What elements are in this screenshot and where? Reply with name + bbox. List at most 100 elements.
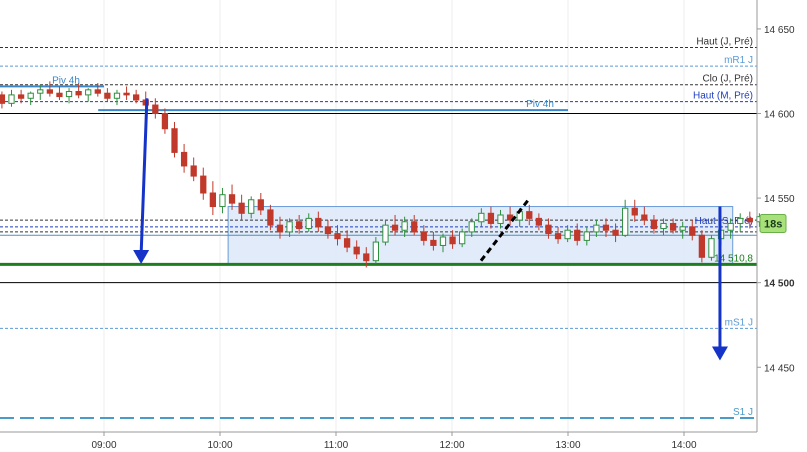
candle-body — [439, 236, 447, 246]
candlestick — [267, 204, 274, 231]
candlestick — [0, 91, 6, 109]
candlestick — [708, 235, 715, 261]
price-tick-label: 14 550 — [764, 194, 795, 205]
candle-body — [430, 239, 437, 246]
candlestick — [56, 86, 63, 100]
candle-body — [17, 94, 25, 99]
candlestick — [641, 206, 648, 226]
candle-body — [382, 224, 389, 243]
candle-body — [641, 214, 648, 221]
candle-body — [689, 226, 696, 236]
candle-body — [372, 241, 380, 262]
candlestick — [650, 215, 658, 234]
candlestick — [276, 216, 284, 239]
candlesticks — [0, 81, 763, 268]
candle-body — [267, 209, 274, 226]
candle-body — [650, 219, 658, 230]
candlestick — [535, 213, 543, 231]
candle-body — [535, 217, 543, 226]
candlestick — [27, 91, 34, 106]
candle-body — [468, 221, 475, 233]
candlestick — [401, 216, 408, 237]
candlestick — [209, 181, 217, 215]
candle-body — [305, 217, 312, 230]
price-tick-label: 14 450 — [764, 363, 795, 374]
candlestick — [631, 199, 638, 222]
candlestick — [669, 218, 677, 234]
level-label: Clo (J, Pré) — [702, 74, 753, 85]
candlestick — [161, 108, 169, 134]
candle-body — [363, 253, 370, 262]
candle-body — [324, 226, 332, 235]
candle-body — [200, 175, 207, 194]
candle-body — [708, 238, 715, 258]
candlestick — [85, 88, 92, 102]
countdown-timer: 18s — [759, 213, 787, 233]
candle-body — [296, 221, 303, 230]
candle-body — [449, 236, 456, 245]
candle-body — [219, 194, 226, 208]
candle-body — [238, 202, 245, 214]
candlestick — [238, 194, 245, 221]
candlestick — [46, 81, 53, 97]
candlestick — [449, 230, 456, 249]
candle-body — [602, 224, 610, 231]
candle-body — [583, 231, 590, 241]
time-tick-label: 13:00 — [555, 440, 580, 451]
candlestick — [315, 211, 322, 232]
candle-body — [669, 222, 677, 231]
candlestick — [123, 86, 130, 100]
candlestick — [133, 89, 140, 104]
candlestick — [248, 196, 255, 219]
candle-body — [85, 89, 92, 96]
candlestick — [660, 218, 667, 236]
candle-body — [411, 221, 418, 233]
candlestick — [171, 121, 178, 158]
candlestick — [564, 225, 571, 243]
price-tick-label: 14 500 — [764, 279, 795, 290]
candle-body — [0, 94, 6, 104]
candlestick — [468, 218, 475, 237]
candle-body — [574, 229, 581, 241]
candlestick — [180, 143, 188, 173]
candle-body — [8, 94, 15, 104]
candle-body — [727, 222, 734, 231]
candlestick — [200, 167, 207, 200]
candlestick — [305, 213, 312, 232]
candle-body — [209, 192, 217, 208]
candle-body — [679, 226, 686, 231]
candlestick — [574, 223, 581, 246]
price-tick-label: 14 600 — [764, 110, 795, 121]
candlestick — [583, 226, 590, 246]
time-tick-label: 09:00 — [91, 440, 116, 451]
candle-body — [526, 211, 533, 219]
level-label: 14 510,8 — [714, 253, 753, 264]
candle-body — [631, 207, 638, 216]
candlestick — [104, 88, 111, 102]
candle-body — [190, 165, 197, 177]
candle-body — [622, 207, 629, 236]
candlestick — [257, 193, 264, 215]
candle-body — [56, 92, 63, 98]
candle-body — [286, 221, 293, 233]
candlestick — [593, 220, 600, 237]
axes — [0, 0, 758, 433]
candlestick — [411, 215, 418, 236]
candle-body — [660, 222, 667, 230]
pivot-4h-label: Piv 4h — [526, 99, 554, 110]
price-levels: Haut (J, Pré) mR1 J Clo (J, Pré) Haut (M, P… — [0, 37, 757, 419]
candlestick — [94, 83, 101, 97]
candlestick — [353, 240, 360, 259]
candlestick — [439, 233, 447, 253]
candle-body — [180, 151, 188, 167]
candle-body — [737, 217, 744, 224]
candlestick — [478, 208, 485, 227]
candlestick — [737, 213, 744, 232]
candle-body — [593, 224, 600, 233]
candle-body — [487, 212, 495, 224]
level-label: Haut (S, Pré) — [695, 216, 753, 227]
candlestick — [430, 231, 437, 251]
time-axis-ticks: 09:00 10:00 11:00 12:00 13:00 14:00 — [91, 432, 697, 451]
candle-body — [420, 231, 427, 241]
